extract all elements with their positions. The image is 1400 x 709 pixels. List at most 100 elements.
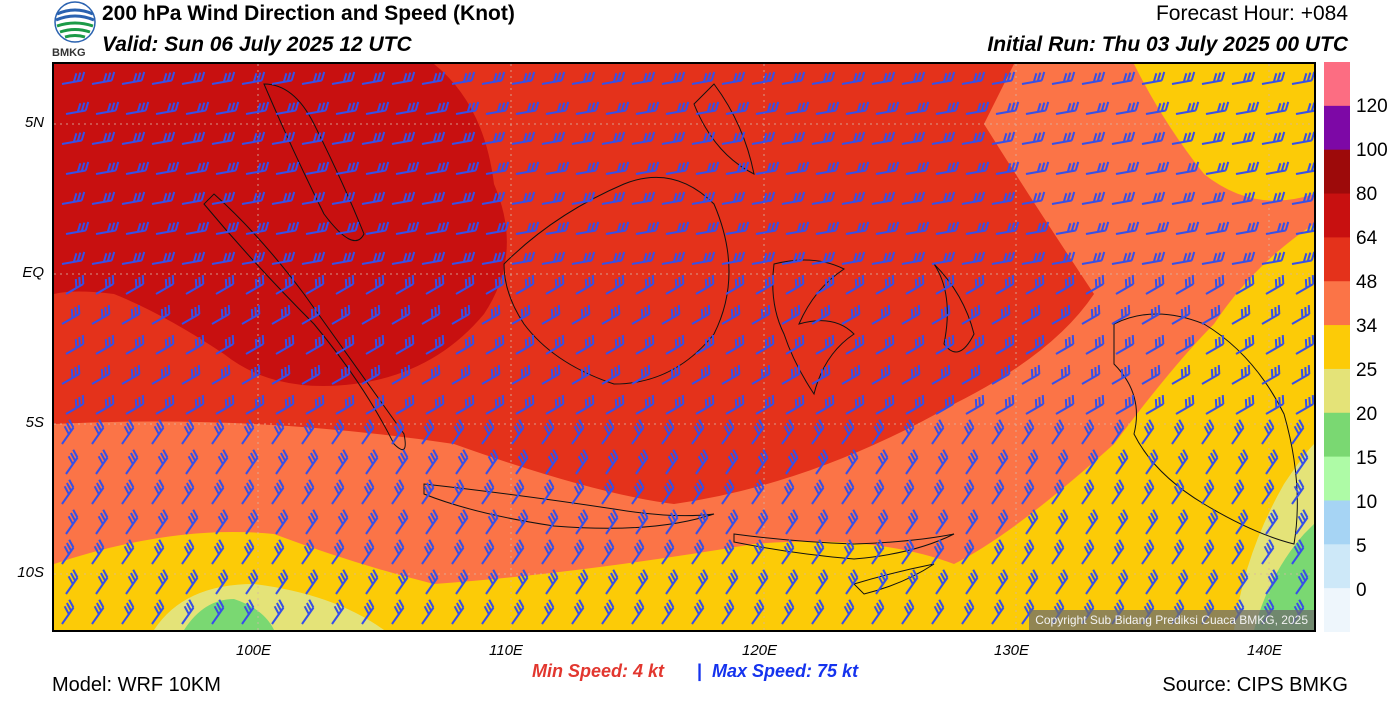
wind-barb (755, 395, 775, 415)
wind-barb (635, 569, 649, 595)
wind-barb (721, 365, 741, 385)
wind-barb (695, 449, 709, 475)
wind-barb (91, 251, 116, 265)
wind-barb (395, 335, 415, 355)
wind-barb (95, 275, 115, 295)
wind-barb (485, 395, 505, 415)
wind-barb (125, 569, 139, 595)
wind-barb (121, 599, 135, 625)
wind-barb (1081, 191, 1106, 205)
wind-barb (575, 395, 595, 415)
wind-barb (511, 131, 536, 145)
wind-barb (425, 569, 439, 595)
wind-barb (1081, 305, 1101, 325)
wind-barb (1085, 449, 1099, 475)
wind-barb (1115, 395, 1135, 415)
wind-barb (1261, 305, 1281, 325)
wind-barb (721, 479, 735, 505)
wind-barb (515, 221, 540, 235)
wind-barb (605, 221, 630, 235)
wind-barb (211, 71, 236, 85)
wind-barb (665, 449, 679, 475)
wind-barb (725, 569, 739, 595)
wind-barb (965, 449, 979, 475)
wind-barb (1265, 449, 1279, 475)
wind-barb (931, 131, 956, 145)
wind-barb (931, 479, 945, 505)
wind-barb (871, 251, 896, 265)
legend-label-15: 15 (1356, 448, 1378, 469)
wind-barb (425, 509, 439, 535)
chart-title: 200 hPa Wind Direction and Speed (Knot) (102, 2, 515, 25)
wind-barb (1291, 131, 1314, 145)
wind-barb (455, 101, 480, 115)
wind-barb (1111, 419, 1125, 445)
wind-barb (421, 191, 446, 205)
wind-barb (1171, 419, 1185, 445)
wind-barb (905, 569, 919, 595)
wind-barb (1261, 71, 1286, 85)
wind-barb (931, 539, 945, 565)
wind-barb (241, 71, 266, 85)
wind-barb (541, 479, 555, 505)
wind-barb (331, 131, 356, 145)
wind-barb (1141, 71, 1166, 85)
wind-barb (241, 599, 255, 625)
wind-barb (1115, 509, 1129, 535)
wind-barb (1231, 251, 1256, 265)
wind-barb (871, 479, 885, 505)
legend-swatch (1324, 149, 1350, 195)
wind-barb (425, 275, 445, 295)
wind-barb (95, 161, 120, 175)
wind-barb (635, 161, 660, 175)
wind-barb (485, 569, 499, 595)
wind-barb (305, 395, 325, 415)
wind-barb (365, 335, 385, 355)
wind-barb (155, 221, 180, 235)
wind-barb (125, 449, 139, 475)
wind-barb (1055, 569, 1069, 595)
wind-barb (1085, 101, 1110, 115)
wind-barb (335, 449, 349, 475)
wind-barb (485, 275, 505, 295)
wind-barb (301, 599, 315, 625)
wind-barb (965, 275, 985, 295)
wind-barb (751, 305, 771, 325)
wind-barb (121, 71, 146, 85)
wind-barb (875, 275, 895, 295)
wind-barb (1175, 161, 1200, 175)
wind-barb (961, 305, 981, 325)
wind-barb (665, 335, 685, 355)
wind-barb (185, 221, 210, 235)
wind-barb (725, 449, 739, 475)
wind-barb (391, 599, 405, 625)
wind-barb (1235, 395, 1255, 415)
wind-barb (845, 275, 865, 295)
wind-barb (451, 479, 465, 505)
wind-barb (391, 305, 411, 325)
wind-barb (931, 365, 951, 385)
wind-barb (245, 569, 259, 595)
wind-barb (421, 251, 446, 265)
wind-barb (545, 509, 559, 535)
wind-barb (151, 305, 171, 325)
wind-barb (605, 569, 619, 595)
wind-barb (755, 275, 775, 295)
wind-barb (691, 251, 716, 265)
wind-barb (211, 365, 231, 385)
wind-barb (1201, 71, 1226, 85)
wind-barb (151, 419, 165, 445)
wind-barb (1025, 509, 1039, 535)
wind-barb (1085, 221, 1110, 235)
wind-barb (1205, 335, 1225, 355)
wind-barb (275, 569, 289, 595)
wind-barb (185, 161, 210, 175)
wind-barb (271, 365, 291, 385)
wind-barb (751, 365, 771, 385)
wind-barb (875, 395, 895, 415)
wind-barb (601, 539, 615, 565)
wind-barb (395, 221, 420, 235)
wind-barb (1145, 275, 1165, 295)
wind-barb (1201, 191, 1226, 205)
wind-barb (1231, 365, 1251, 385)
